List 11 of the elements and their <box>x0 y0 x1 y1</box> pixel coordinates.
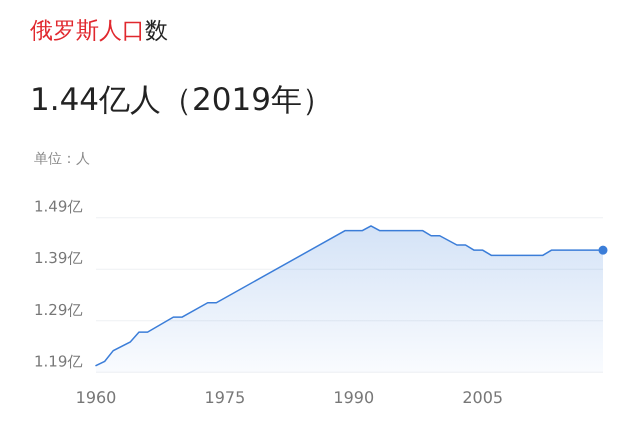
y-tick-label: 1.19亿 <box>34 352 82 370</box>
chart-subtitle: 1.44亿人（2019年） <box>30 82 333 118</box>
y-tick-label: 1.29亿 <box>34 300 82 319</box>
x-tick-label: 1975 <box>204 388 246 407</box>
text: 单位：人 <box>34 151 90 167</box>
y-tick-label: 1.39亿 <box>34 249 82 268</box>
x-tick-label: 1990 <box>333 388 374 407</box>
y-tick-label: 1.49亿 <box>34 198 82 216</box>
x-tick-label: 2005 <box>462 388 504 407</box>
x-tick-label: 1960 <box>76 388 116 407</box>
chart-title: 俄罗斯人口数 <box>30 18 168 44</box>
